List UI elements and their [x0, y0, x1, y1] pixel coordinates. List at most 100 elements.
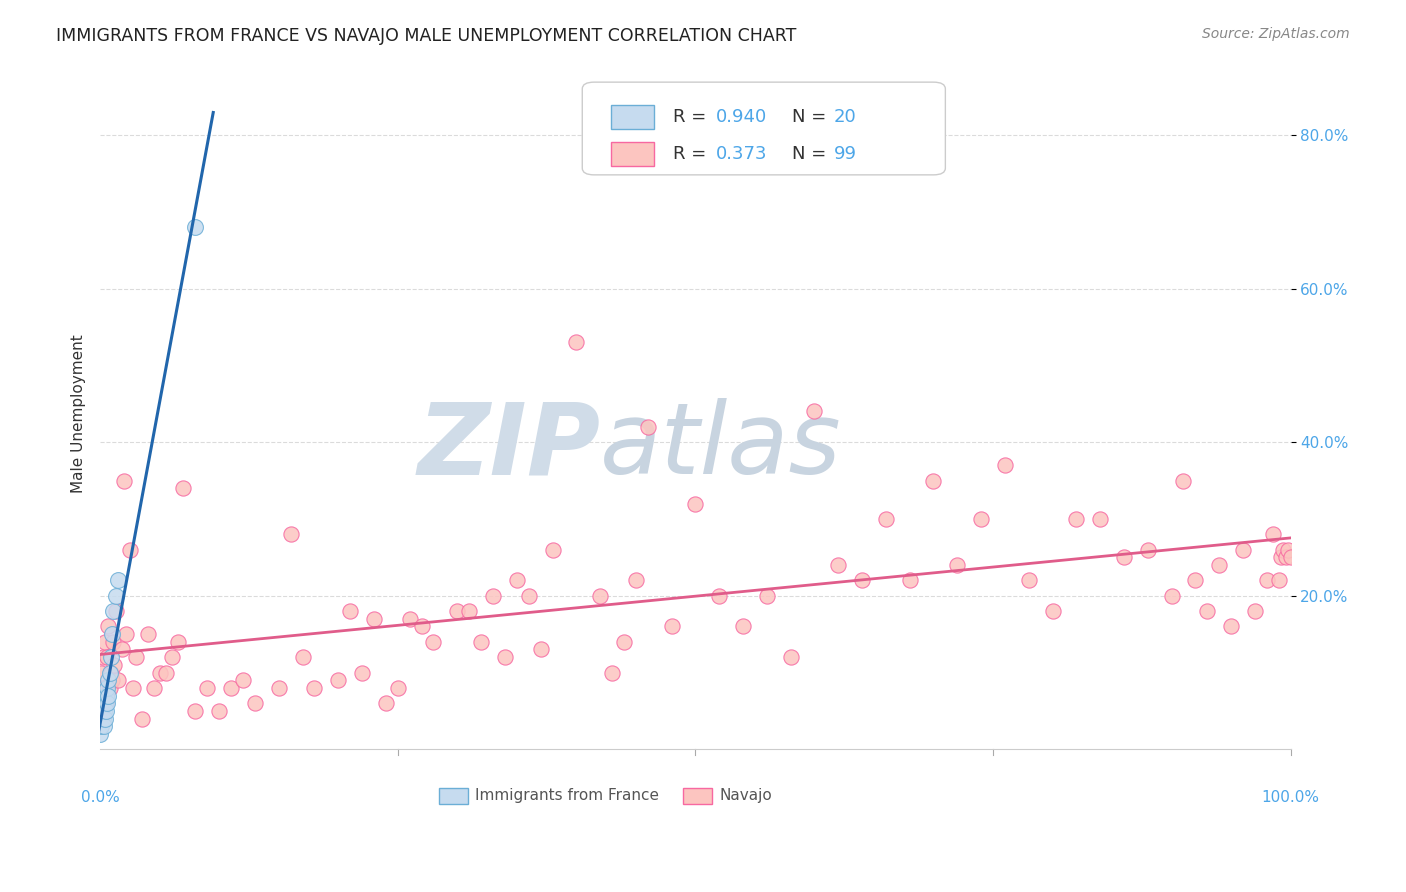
Point [267, 681, 290, 695]
Point [90, 665, 112, 680]
Point [107, 574, 129, 588]
Point [94, 704, 117, 718]
Point [1160, 589, 1182, 603]
Point [565, 335, 588, 350]
Point [755, 589, 778, 603]
Point [600, 665, 623, 680]
Point [94, 689, 117, 703]
Point [387, 681, 409, 695]
Point [115, 627, 138, 641]
Point [97, 673, 120, 688]
FancyBboxPatch shape [683, 789, 711, 805]
Point [104, 604, 127, 618]
Point [1256, 574, 1278, 588]
Point [125, 650, 148, 665]
Point [96, 681, 118, 695]
Point [506, 574, 529, 588]
Point [1244, 604, 1267, 618]
Point [97, 689, 120, 703]
FancyBboxPatch shape [582, 82, 945, 175]
Point [827, 558, 849, 572]
Point [398, 612, 420, 626]
Point [1042, 604, 1064, 618]
Text: Immigrants from France: Immigrants from France [475, 788, 659, 803]
Point [97, 619, 120, 633]
Point [898, 574, 921, 588]
Point [100, 650, 122, 665]
Text: ZIP: ZIP [418, 399, 600, 495]
Point [1261, 527, 1284, 541]
Point [446, 604, 468, 618]
Point [219, 681, 242, 695]
Point [529, 642, 551, 657]
Point [1220, 619, 1243, 633]
Point [350, 665, 373, 680]
Point [1277, 542, 1299, 557]
Point [482, 589, 505, 603]
Point [291, 650, 314, 665]
Point [1184, 574, 1206, 588]
Point [875, 512, 897, 526]
Point [613, 635, 636, 649]
Point [470, 635, 492, 649]
Point [803, 404, 825, 418]
Point [922, 474, 945, 488]
Point [637, 419, 659, 434]
Text: Source: ZipAtlas.com: Source: ZipAtlas.com [1202, 27, 1350, 41]
Text: 0.0%: 0.0% [80, 789, 120, 805]
Point [93, 681, 115, 695]
Point [494, 650, 516, 665]
Point [195, 681, 218, 695]
Point [1272, 542, 1295, 557]
Text: 20: 20 [834, 109, 856, 127]
Text: 99: 99 [834, 145, 856, 163]
Point [160, 650, 183, 665]
Point [93, 704, 115, 718]
Point [103, 604, 125, 618]
Point [136, 627, 159, 641]
Point [731, 619, 754, 633]
Point [589, 589, 612, 603]
Point [112, 474, 135, 488]
Text: 100.0%: 100.0% [1261, 789, 1320, 805]
Point [1088, 512, 1111, 526]
Point [122, 681, 145, 695]
Point [184, 704, 207, 718]
Point [1208, 558, 1230, 572]
Point [374, 696, 396, 710]
Point [304, 681, 326, 695]
Point [98, 665, 121, 680]
Text: 0.373: 0.373 [716, 145, 768, 163]
Point [1267, 574, 1289, 588]
Point [149, 665, 172, 680]
Point [851, 574, 873, 588]
Point [100, 665, 122, 680]
Point [411, 619, 433, 633]
Y-axis label: Male Unemployment: Male Unemployment [72, 334, 86, 492]
Point [1112, 550, 1135, 565]
Point [1275, 550, 1298, 565]
Point [166, 635, 188, 649]
Point [91, 650, 114, 665]
Point [103, 635, 125, 649]
Point [107, 673, 129, 688]
Point [103, 657, 125, 672]
Point [328, 673, 350, 688]
Point [458, 604, 481, 618]
Text: R =: R = [672, 145, 711, 163]
FancyBboxPatch shape [610, 105, 654, 129]
Point [661, 619, 683, 633]
Point [98, 681, 121, 695]
Point [93, 719, 115, 733]
Point [1270, 550, 1292, 565]
Point [172, 481, 194, 495]
Point [155, 665, 177, 680]
Point [232, 673, 254, 688]
Point [1279, 550, 1302, 565]
Point [101, 673, 124, 688]
Point [184, 220, 207, 235]
Point [142, 681, 165, 695]
Point [1136, 542, 1159, 557]
Point [709, 589, 731, 603]
Point [110, 642, 132, 657]
